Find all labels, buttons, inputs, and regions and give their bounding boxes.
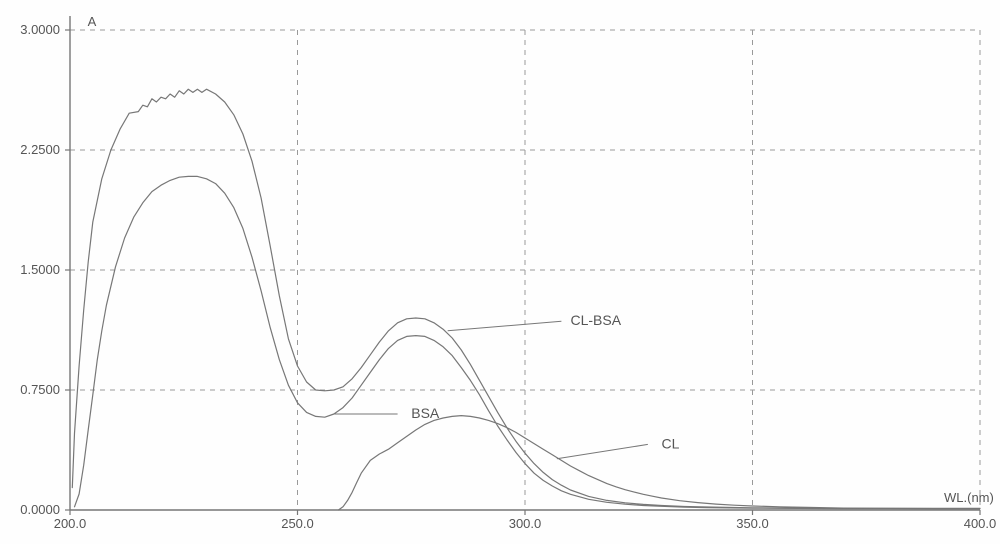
y-tick-label: 1.5000 xyxy=(20,262,60,277)
y-tick-label: 0.7500 xyxy=(20,382,60,397)
series-label-cl: CL xyxy=(662,435,680,451)
series-cl xyxy=(338,416,980,510)
x-tick-label: 250.0 xyxy=(281,516,314,531)
y-axis-label: A xyxy=(88,14,97,29)
series-label-cl-bsa: CL-BSA xyxy=(571,312,622,328)
series-label-bsa: BSA xyxy=(411,405,440,421)
spectrum-chart: 0.0000 0.7500 1.5000 2.2500 3.0000 200.0 250.0… xyxy=(0,0,1000,544)
series-cl-bsa xyxy=(72,89,980,508)
x-tick-label: 400.0 xyxy=(964,516,997,531)
series-leader xyxy=(557,444,648,458)
x-tick-label: 200.0 xyxy=(54,516,87,531)
series-leader xyxy=(448,321,562,331)
y-tick-label: 2.2500 xyxy=(20,142,60,157)
x-tick-label: 300.0 xyxy=(509,516,542,531)
series-bsa xyxy=(75,176,981,508)
x-axis-label: WL.(nm) xyxy=(944,490,994,505)
x-tick-label: 350.0 xyxy=(736,516,769,531)
y-tick-label: 3.0000 xyxy=(20,22,60,37)
y-tick-label: 0.0000 xyxy=(20,502,60,517)
